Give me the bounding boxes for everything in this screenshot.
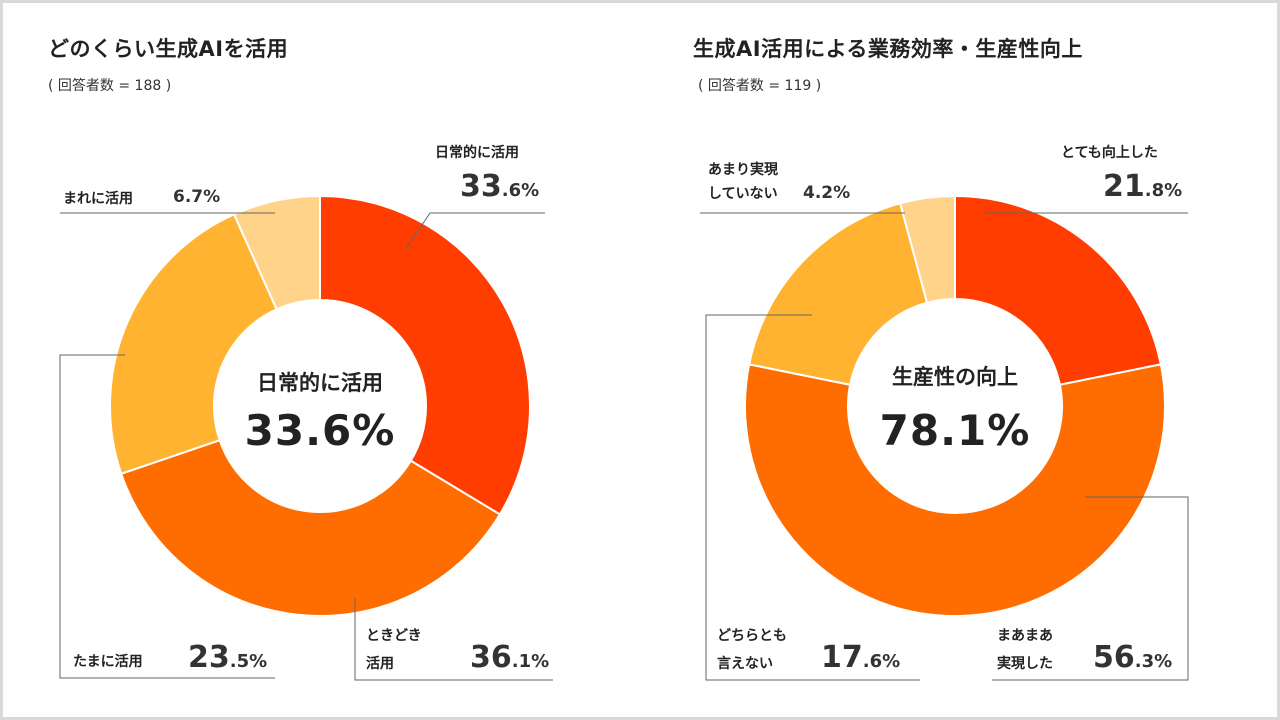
leader-line-daily — [404, 212, 545, 251]
donut-chart-productivity — [744, 194, 1166, 617]
value-somewhat: 56.3% — [1093, 640, 1173, 675]
label-sometimes-1: ときどき — [366, 628, 422, 644]
label-not-much-2: していない — [708, 186, 778, 202]
chart1-center-value: 33.6% — [244, 406, 396, 455]
charts-svg — [59, 194, 1189, 681]
value-dec: .6% — [501, 180, 540, 201]
canvas: どのくらい生成AIを活用 ( 回答者数 = 188 ) 日常的に活用 33.6%… — [3, 3, 1277, 717]
chart2-subtitle: ( 回答者数 = 119 ) — [698, 78, 822, 94]
leader-line-neutral — [705, 314, 920, 681]
label-not-much-1: あまり実現 — [708, 162, 778, 178]
chart2-title: 生成AI活用による業務効率・生産性向上 — [693, 37, 1083, 61]
chart2-slice-1 — [744, 363, 1166, 617]
donut-chart-usage — [109, 194, 531, 617]
value-occasionally: 23.5% — [188, 640, 268, 675]
chart2-center-label: 生産性の向上 — [892, 365, 1018, 389]
value-greatly: 21.8% — [1103, 169, 1183, 204]
label-occasionally: たまに活用 — [73, 654, 143, 670]
chart2-slice-2 — [747, 202, 929, 386]
leader-lines — [59, 212, 1189, 681]
chart1-slice-2 — [109, 213, 278, 476]
chart2-slice-3 — [898, 194, 956, 304]
chart1-center-label: 日常的に活用 — [257, 371, 383, 395]
chart1-slice-3 — [232, 194, 321, 311]
chart1-title: どのくらい生成AIを活用 — [48, 37, 289, 61]
chart1-subtitle: ( 回答者数 = 188 ) — [48, 78, 172, 94]
chart2-center-value: 78.1% — [879, 406, 1031, 455]
label-sometimes-2: 活用 — [366, 656, 394, 672]
chart1-slice-1 — [119, 438, 502, 617]
leader-line-sometimes — [354, 598, 553, 681]
chart1-slice-0 — [319, 194, 531, 516]
value-not-much: 4.2% — [803, 183, 851, 203]
leader-line-occasionally — [59, 354, 275, 679]
chart2-slice-0 — [954, 194, 1163, 386]
leader-line-somewhat — [992, 496, 1189, 681]
label-somewhat-2: 実現した — [997, 656, 1053, 672]
label-daily: 日常的に活用 — [435, 145, 519, 161]
value-neutral: 17.6% — [821, 640, 901, 675]
label-greatly: とても向上した — [1061, 145, 1158, 161]
value-sometimes: 36.1% — [470, 640, 550, 675]
label-rarely: まれに活用 — [63, 191, 133, 207]
value-rarely: 6.7% — [173, 187, 221, 207]
label-neutral-2: 言えない — [717, 656, 773, 672]
value-daily: 33.6% — [460, 169, 539, 204]
label-neutral-1: どちらとも — [717, 628, 787, 644]
label-somewhat-1: まあまあ — [997, 628, 1053, 644]
value-int: 33 — [460, 169, 502, 204]
